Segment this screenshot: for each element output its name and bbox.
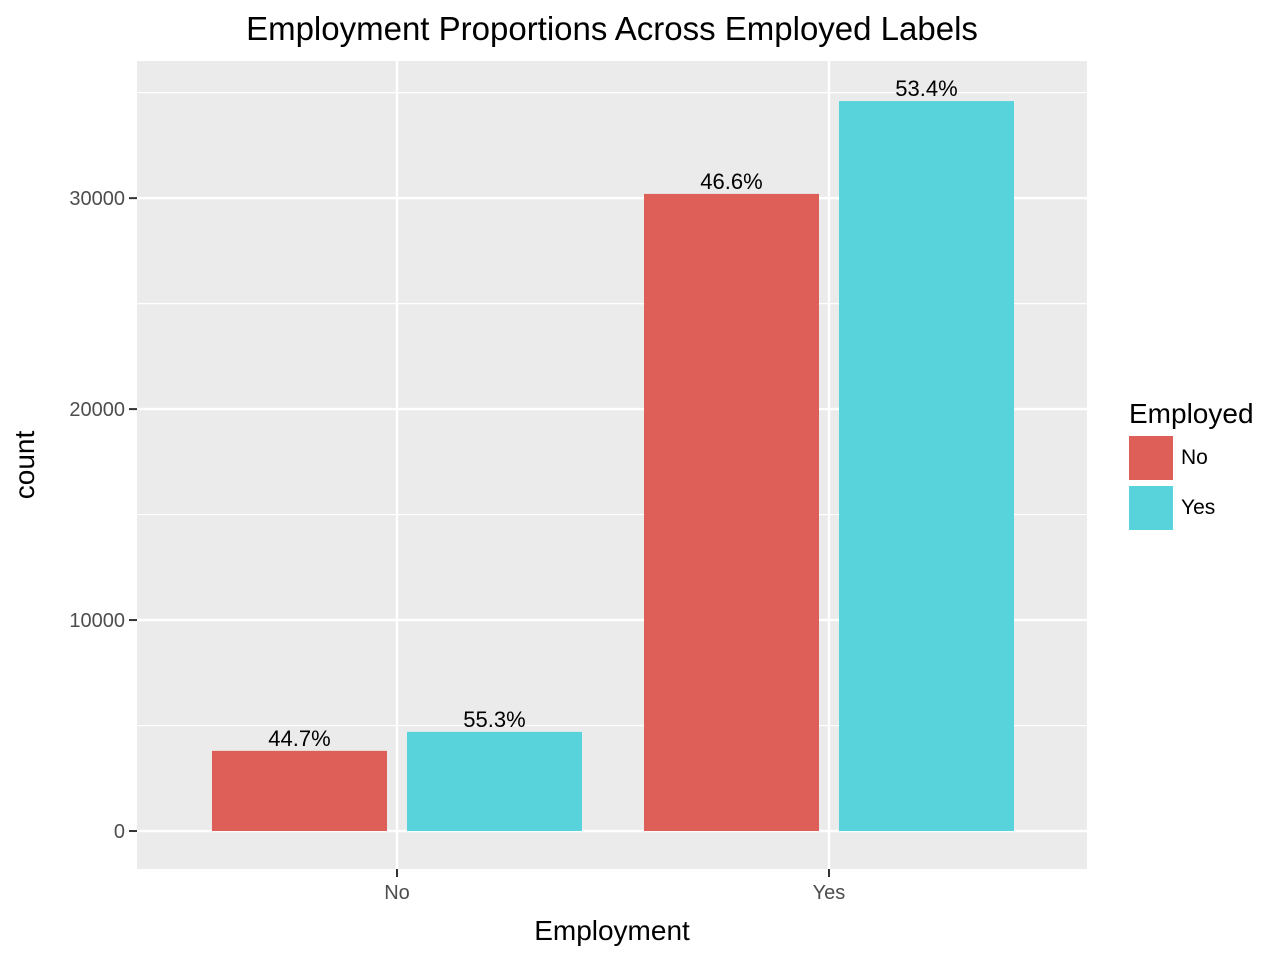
- legend-label-yes: Yes: [1181, 496, 1215, 519]
- data-label: 46.6%: [700, 169, 762, 194]
- y-tick-label: 20000: [69, 399, 125, 421]
- data-labels: 44.7% 46.6% 55.3% 53.4%: [268, 76, 957, 751]
- bar-yes: [839, 101, 1014, 832]
- data-label: 55.3%: [463, 707, 525, 732]
- axes: 0 10000 20000 30000 No Yes: [69, 188, 845, 904]
- bar-no: [644, 193, 819, 832]
- x-tick-label: No: [384, 882, 410, 904]
- chart-title: Employment Proportions Across Employed L…: [246, 10, 978, 47]
- x-axis-title: Employment: [534, 915, 690, 946]
- bars: [212, 101, 1014, 832]
- bar-yes: [407, 731, 582, 832]
- bar-no: [212, 750, 387, 832]
- data-label: 53.4%: [895, 76, 957, 101]
- y-axis-title: count: [9, 431, 40, 500]
- y-tick-label: 10000: [69, 610, 125, 632]
- legend: Employed No Yes: [1129, 398, 1254, 530]
- y-tick-label: 0: [114, 821, 125, 843]
- data-label: 44.7%: [268, 726, 330, 751]
- y-tick-label: 30000: [69, 188, 125, 210]
- legend-title: Employed: [1129, 398, 1254, 429]
- legend-swatch-yes: [1129, 486, 1173, 530]
- x-tick-label: Yes: [813, 882, 846, 904]
- legend-swatch-no: [1129, 436, 1173, 480]
- legend-label-no: No: [1181, 446, 1208, 469]
